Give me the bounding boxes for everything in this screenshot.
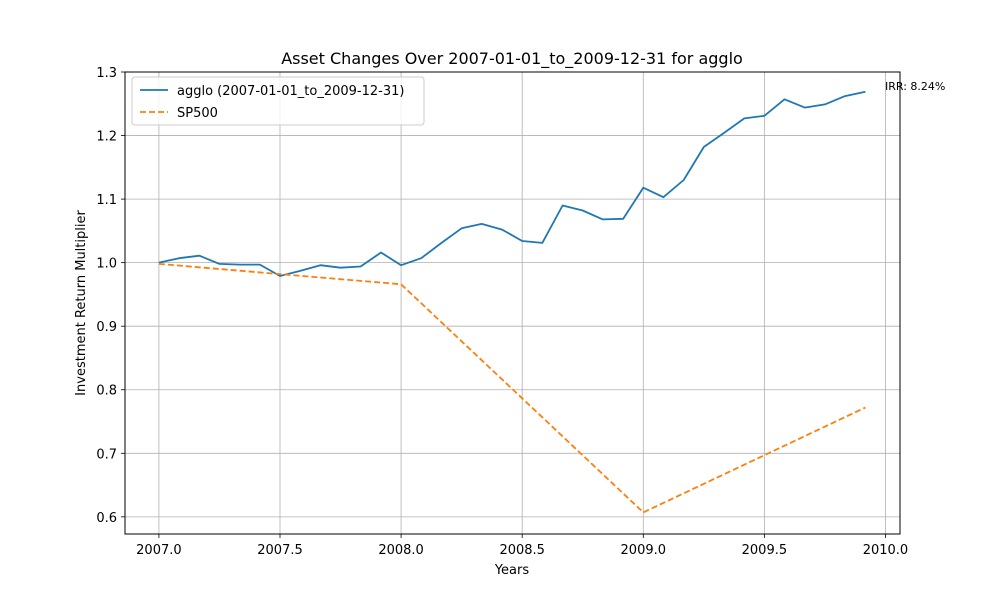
- y-axis-ticks: 0.6 0.7 0.8 0.9 1.0 1.1 1.2 1.3: [96, 66, 125, 526]
- y-tick-label: 1.3: [96, 66, 117, 81]
- irr-annotation: IRR: 8.24%: [885, 80, 945, 93]
- x-tick-label: 2010.0: [863, 543, 909, 558]
- chart-title: Asset Changes Over 2007-01-01_to_2009-12…: [281, 49, 743, 69]
- y-tick-label: 1.1: [96, 193, 117, 208]
- y-tick-label: 0.9: [96, 320, 117, 335]
- x-axis-label: Years: [494, 563, 530, 578]
- x-tick-label: 2009.5: [742, 543, 788, 558]
- x-tick-label: 2008.0: [378, 543, 424, 558]
- y-tick-label: 1.2: [96, 130, 117, 145]
- x-tick-label: 2007.5: [257, 543, 303, 558]
- legend-label-agglo: agglo (2007-01-01_to_2009-12-31): [177, 84, 404, 99]
- y-axis-label: Investment Return Multiplier: [74, 210, 89, 396]
- legend: agglo (2007-01-01_to_2009-12-31) SP500: [131, 76, 425, 126]
- plot-frame: [124, 71, 901, 535]
- y-tick-label: 1.0: [96, 257, 117, 272]
- y-tick-label: 0.8: [96, 384, 117, 399]
- x-axis-ticks: 2007.0 2007.5 2008.0 2008.5 2009.0 2009.5 2010…: [136, 534, 908, 558]
- x-tick-label: 2009.0: [621, 543, 667, 558]
- legend-box: [131, 76, 425, 126]
- x-tick-label: 2008.5: [499, 543, 545, 558]
- y-tick-label: 0.6: [96, 511, 117, 526]
- series-line-sp500: [158, 263, 866, 514]
- x-tick-label: 2007.0: [136, 543, 182, 558]
- y-tick-label: 0.7: [96, 447, 117, 462]
- series-layer: [158, 90, 866, 514]
- legend-label-sp500: SP500: [177, 106, 218, 121]
